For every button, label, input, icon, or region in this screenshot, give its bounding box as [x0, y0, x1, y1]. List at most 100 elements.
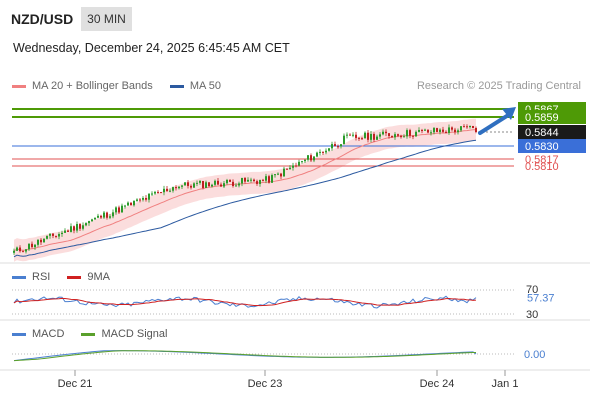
candle-body: [130, 202, 132, 206]
candle-body: [373, 134, 375, 140]
ma50-legend-label: MA 50: [189, 80, 222, 93]
candle-body: [232, 181, 234, 186]
rsi-tick-70: 70: [526, 284, 538, 296]
candle-body: [364, 132, 366, 139]
candle-body: [382, 131, 384, 135]
macd-signal-swatch: [81, 332, 96, 336]
candle-body: [85, 223, 87, 226]
candle-body: [115, 207, 117, 213]
candle-body: [217, 180, 219, 185]
candle-body: [61, 232, 63, 235]
projection-arrow: [478, 107, 516, 135]
candle-body: [112, 212, 114, 217]
level-label-bg-pivot: [518, 139, 586, 153]
candle-body: [271, 175, 273, 183]
candle-body: [49, 233, 51, 236]
level-label-support: 0.5817: [525, 154, 559, 166]
rsi-ma-swatch: [67, 275, 82, 279]
candle-body: [67, 230, 69, 232]
candle-body: [361, 138, 363, 140]
candle-body: [403, 136, 405, 138]
candle-body: [463, 126, 465, 128]
macd-line: [13, 350, 477, 362]
candle-body: [247, 179, 249, 182]
candle-body: [346, 134, 348, 136]
macd-legend-label: MACD: [32, 328, 65, 341]
candle-body: [139, 199, 141, 201]
candle-body: [28, 243, 30, 250]
candle-body: [52, 233, 54, 236]
candle-body: [391, 136, 393, 138]
candle-body: [16, 247, 18, 251]
candle-body: [307, 155, 309, 160]
candle-body: [208, 182, 210, 187]
candle-body: [169, 190, 171, 192]
candle-body: [430, 132, 432, 134]
candle-body: [325, 150, 327, 153]
candle-body: [367, 132, 369, 140]
candle-body: [466, 126, 468, 128]
candle-body: [250, 179, 252, 181]
candle-body: [142, 197, 144, 200]
candle-body: [400, 135, 402, 138]
candle-body: [73, 226, 75, 231]
price-legend: MA 20 + Bollinger Bands MA 50: [12, 80, 221, 92]
x-tick-label: Dec 21: [58, 378, 93, 390]
time-axis: Dec 21 Dec 23 Dec 24 Jan 1: [58, 370, 518, 390]
candle-body: [223, 183, 225, 187]
candle-body: [22, 251, 24, 253]
candle-body: [241, 177, 243, 184]
candle-body: [256, 181, 258, 184]
candle-body: [469, 126, 471, 128]
candle-body: [337, 146, 339, 148]
candle-body: [436, 128, 438, 132]
candle-body: [472, 126, 474, 129]
candle-body: [55, 235, 57, 237]
candle-body: [202, 180, 204, 188]
candle-body: [439, 129, 441, 132]
price-candles: [13, 124, 477, 255]
candle-body: [91, 219, 93, 222]
candle-body: [277, 173, 279, 175]
candle-body: [184, 182, 186, 186]
candle-body: [70, 226, 72, 232]
candle-body: [406, 130, 408, 137]
candle-body: [127, 202, 129, 206]
candle-body: [181, 185, 183, 187]
macd-legend: MACD MACD Signal: [12, 328, 167, 340]
candle-body: [229, 179, 231, 182]
credit-text: Research © 2025 Trading Central: [416, 80, 581, 92]
ma20-swatch: [12, 84, 26, 88]
candle-body: [175, 187, 177, 189]
candle-body: [160, 192, 162, 194]
candle-body: [157, 191, 159, 193]
candle-body: [166, 188, 168, 192]
candle-body: [415, 131, 417, 137]
rsi-swatch: [12, 275, 26, 279]
candle-body: [235, 185, 237, 187]
candle-body: [475, 128, 477, 132]
candle-body: [343, 135, 345, 145]
candle-body: [259, 179, 261, 184]
candle-body: [244, 177, 246, 182]
candle-body: [412, 135, 414, 137]
candle-body: [268, 176, 270, 183]
rsi-legend: RSI 9MA: [12, 271, 110, 283]
candle-body: [238, 183, 240, 186]
bollinger-bands: [14, 118, 476, 262]
timeframe-badge[interactable]: 30 MIN: [81, 7, 132, 31]
candle-body: [301, 161, 303, 163]
candle-body: [460, 126, 462, 131]
level-label-bg-current: [518, 125, 586, 139]
panel-dividers: [0, 262, 590, 371]
candle-body: [418, 130, 420, 132]
candle-body: [313, 156, 315, 161]
chart-datetime: Wednesday, December 24, 2025 6:45:45 AM …: [13, 41, 290, 55]
candle-body: [133, 200, 135, 206]
candle-body: [79, 224, 81, 229]
candle-body: [214, 180, 216, 185]
candle-body: [94, 217, 96, 220]
candle-body: [196, 182, 198, 184]
candle-body: [289, 167, 291, 170]
